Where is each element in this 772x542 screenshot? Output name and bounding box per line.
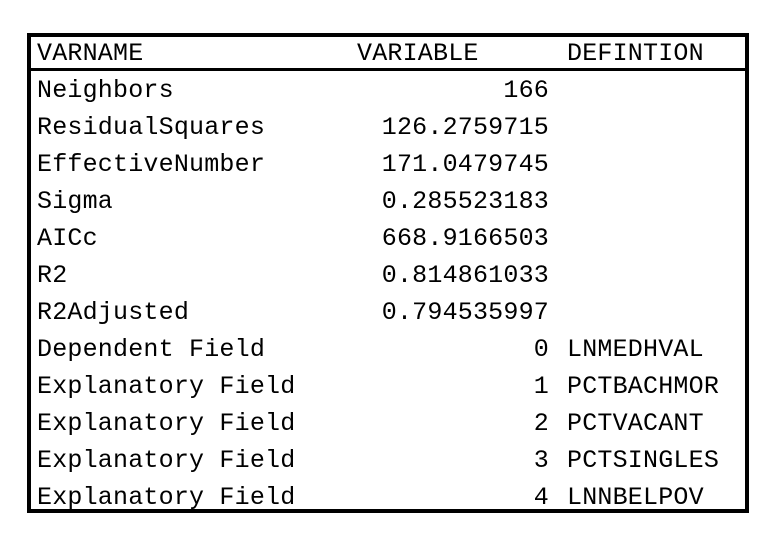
table-body: Neighbors 166 ResidualSquares 126.275971… [31,74,745,518]
table-row: EffectiveNumber 171.0479745 [31,148,745,185]
variable-cell: 668.9166503 [381,224,549,253]
varname-cell: EffectiveNumber [37,150,266,179]
table-header-row: VARNAME VARIABLE DEFINTION [31,37,745,71]
table-row: Sigma 0.285523183 [31,185,745,222]
definition-cell: LNMEDHVAL [567,335,704,364]
varname-cell: R2Adjusted [37,298,190,327]
header-variable: VARIABLE [357,39,479,68]
definition-cell: PCTSINGLES [567,446,720,475]
variable-cell: 0.814861033 [381,261,549,290]
table-row: Explanatory Field 4 LNNBELPOV [31,481,745,518]
table-row: R2Adjusted 0.794535997 [31,296,745,333]
variable-cell: 2 [533,409,549,438]
varname-cell: ResidualSquares [37,113,266,142]
variable-cell: 166 [503,76,549,105]
table-row: Explanatory Field 1 PCTBACHMOR [31,370,745,407]
varname-cell: R2 [37,261,68,290]
varname-cell: Neighbors [37,76,174,105]
table-row: ResidualSquares 126.2759715 [31,111,745,148]
variable-cell: 171.0479745 [381,150,549,179]
varname-cell: AICc [37,224,98,253]
variable-cell: 0.794535997 [381,298,549,327]
table-row: Dependent Field 0 LNMEDHVAL [31,333,745,370]
header-definition: DEFINTION [567,39,704,68]
variable-cell: 3 [533,446,549,475]
variable-cell: 0 [533,335,549,364]
header-varname: VARNAME [37,39,144,68]
variable-cell: 0.285523183 [381,187,549,216]
varname-cell: Explanatory Field [37,483,296,512]
varname-cell: Explanatory Field [37,372,296,401]
definition-cell: PCTBACHMOR [567,372,720,401]
varname-cell: Sigma [37,187,114,216]
varname-cell: Explanatory Field [37,446,296,475]
results-table: VARNAME VARIABLE DEFINTION Neighbors 166… [27,33,749,513]
variable-cell: 126.2759715 [381,113,549,142]
definition-cell: PCTVACANT [567,409,704,438]
varname-cell: Explanatory Field [37,409,296,438]
variable-cell: 4 [533,483,549,512]
table-row: Explanatory Field 3 PCTSINGLES [31,444,745,481]
table-row: R2 0.814861033 [31,259,745,296]
table-row: AICc 668.9166503 [31,222,745,259]
variable-cell: 1 [533,372,549,401]
table-row: Neighbors 166 [31,74,745,111]
varname-cell: Dependent Field [37,335,266,364]
definition-cell: LNNBELPOV [567,483,704,512]
table-row: Explanatory Field 2 PCTVACANT [31,407,745,444]
